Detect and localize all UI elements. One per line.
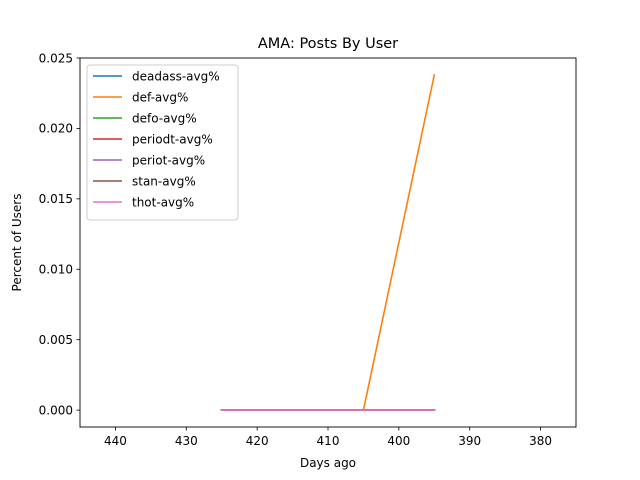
x-tick-label: 430 xyxy=(175,434,198,448)
legend-label: deadass-avg% xyxy=(132,69,220,83)
x-tick-label: 440 xyxy=(104,434,127,448)
y-tick-label: 0.000 xyxy=(39,403,73,417)
legend-label: stan-avg% xyxy=(132,174,196,188)
legend: deadass-avg% def-avg% defo-avg% periodt-avg… xyxy=(86,64,239,221)
legend-label: thot-avg% xyxy=(132,195,194,209)
legend-label: defo-avg% xyxy=(132,111,197,125)
x-tick-label: 420 xyxy=(246,434,269,448)
x-axis: 440 430 420 410 400 390 380 xyxy=(104,427,552,448)
y-tick-label: 0.015 xyxy=(39,192,73,206)
y-axis: 0.000 0.005 0.010 0.015 0.020 0.025 xyxy=(39,51,80,417)
x-tick-label: 410 xyxy=(317,434,340,448)
x-tick-label: 380 xyxy=(529,434,552,448)
series-layer xyxy=(220,73,436,411)
x-tick-label: 400 xyxy=(387,434,410,448)
legend-label: periodt-avg% xyxy=(132,132,213,146)
y-tick-label: 0.010 xyxy=(39,263,73,277)
legend-label: periot-avg% xyxy=(132,153,205,167)
legend-box xyxy=(86,64,239,221)
y-tick-label: 0.005 xyxy=(39,333,73,347)
x-axis-label: Days ago xyxy=(300,456,356,470)
chart-title: AMA: Posts By User xyxy=(258,36,398,52)
y-tick-label: 0.020 xyxy=(39,122,73,136)
y-tick-label: 0.025 xyxy=(39,51,73,65)
x-tick-label: 390 xyxy=(458,434,481,448)
y-axis-label: Percent of Users xyxy=(10,194,24,292)
legend-label: def-avg% xyxy=(132,90,188,104)
